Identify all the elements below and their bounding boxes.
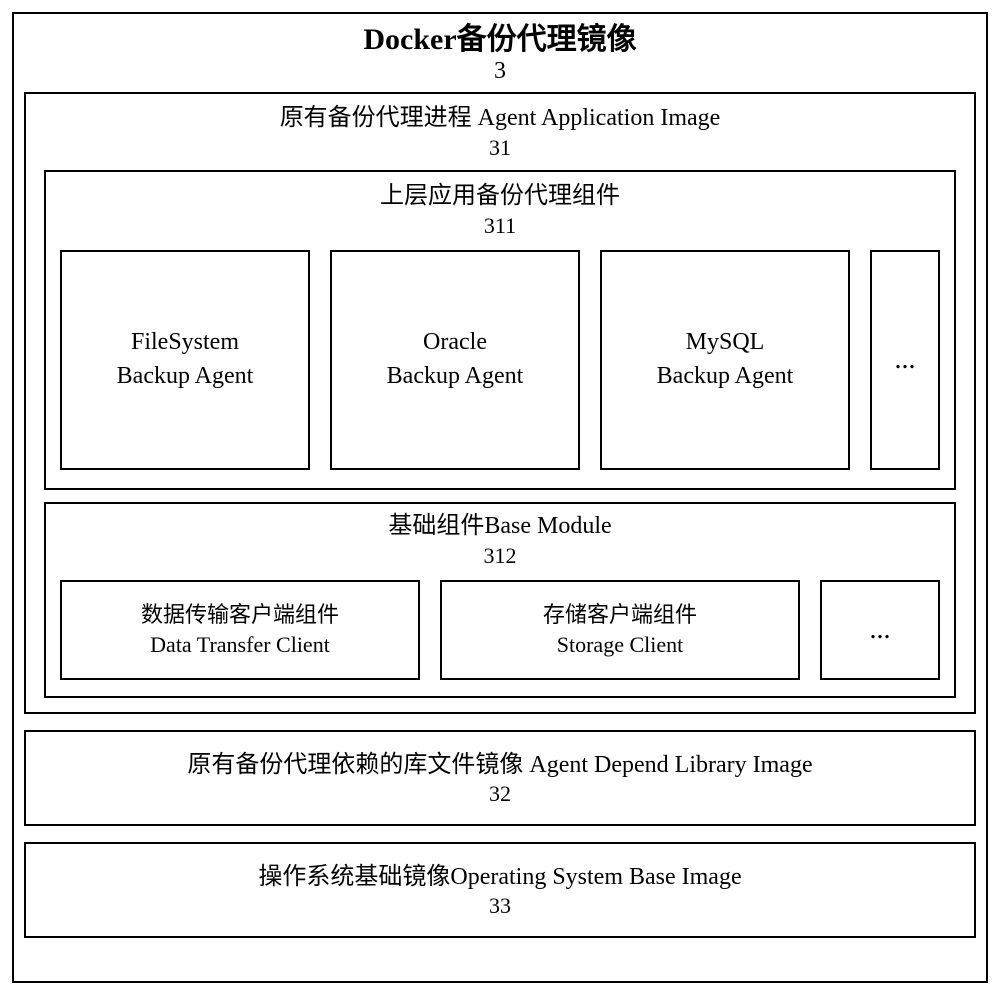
main-title: Docker备份代理镜像 [24,22,976,58]
layer-32-depend-library-image: 原有备份代理依赖的库文件镜像 Agent Depend Library Imag… [24,730,976,826]
layer-32-title: 原有备份代理依赖的库文件镜像 Agent Depend Library Imag… [187,749,812,783]
base-item-storage: 存储客户端组件 Storage Client [440,580,800,680]
layer-312-number: 312 [60,544,940,568]
agent-mysql: MySQL Backup Agent [600,250,850,470]
layer-33-title: 操作系统基础镜像Operating System Base Image [258,861,741,895]
base-item-en: Data Transfer Client [150,630,330,660]
layer-312-title: 基础组件Base Module [60,510,940,544]
outer-container: Docker备份代理镜像 3 原有备份代理进程 Agent Applicatio… [12,12,988,983]
layer-312-base-module: 基础组件Base Module 312 数据传输客户端组件 Data Trans… [44,502,956,698]
agent-more: ... [870,250,940,470]
agents-row: FileSystem Backup Agent Oracle Backup Ag… [60,250,940,470]
base-item-cn: 存储客户端组件 [543,600,697,630]
main-number: 3 [24,58,976,84]
agent-label: Oracle Backup Agent [387,326,524,393]
agent-label: MySQL Backup Agent [657,326,794,393]
ellipsis-label: ... [895,340,916,379]
layer-311-upper-agent-components: 上层应用备份代理组件 311 FileSystem Backup Agent O… [44,170,956,490]
base-item-en: Storage Client [557,630,683,660]
layer-33-os-base-image: 操作系统基础镜像Operating System Base Image 33 [24,842,976,938]
base-row: 数据传输客户端组件 Data Transfer Client 存储客户端组件 S… [60,580,940,680]
layer-32-number: 32 [489,782,511,806]
layer-31-number: 31 [44,136,956,160]
ellipsis-label: ... [870,611,891,649]
agent-oracle: Oracle Backup Agent [330,250,580,470]
layer-31-title: 原有备份代理进程 Agent Application Image [44,102,956,136]
agent-filesystem: FileSystem Backup Agent [60,250,310,470]
layer-311-number: 311 [60,214,940,238]
agent-label: FileSystem Backup Agent [117,326,254,393]
base-item-cn: 数据传输客户端组件 [141,600,339,630]
layer-31-agent-application-image: 原有备份代理进程 Agent Application Image 31 上层应用… [24,92,976,713]
layer-33-number: 33 [489,894,511,918]
base-item-more: ... [820,580,940,680]
base-item-data-transfer: 数据传输客户端组件 Data Transfer Client [60,580,420,680]
layer-311-title: 上层应用备份代理组件 [60,180,940,214]
